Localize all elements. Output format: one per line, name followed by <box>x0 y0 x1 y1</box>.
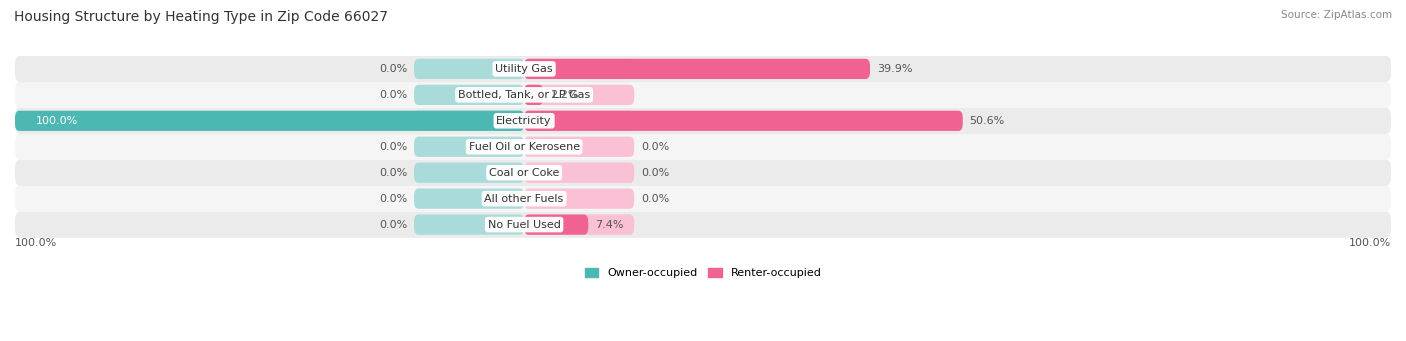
Text: Fuel Oil or Kerosene: Fuel Oil or Kerosene <box>468 142 579 152</box>
FancyBboxPatch shape <box>15 111 524 131</box>
Text: 0.0%: 0.0% <box>378 64 408 74</box>
Text: Source: ZipAtlas.com: Source: ZipAtlas.com <box>1281 10 1392 20</box>
Text: 39.9%: 39.9% <box>877 64 912 74</box>
Text: 100.0%: 100.0% <box>1348 238 1391 248</box>
FancyBboxPatch shape <box>524 111 963 131</box>
FancyBboxPatch shape <box>524 111 634 131</box>
Text: 50.6%: 50.6% <box>970 116 1005 126</box>
FancyBboxPatch shape <box>15 186 1391 212</box>
FancyBboxPatch shape <box>413 137 524 157</box>
Text: 7.4%: 7.4% <box>595 220 624 229</box>
Text: Bottled, Tank, or LP Gas: Bottled, Tank, or LP Gas <box>458 90 591 100</box>
Text: Coal or Coke: Coal or Coke <box>489 168 560 178</box>
Text: 100.0%: 100.0% <box>15 238 58 248</box>
Text: 0.0%: 0.0% <box>378 90 408 100</box>
FancyBboxPatch shape <box>524 137 634 157</box>
FancyBboxPatch shape <box>15 107 1391 134</box>
FancyBboxPatch shape <box>15 134 1391 160</box>
FancyBboxPatch shape <box>524 214 588 235</box>
Text: 100.0%: 100.0% <box>35 116 77 126</box>
Text: 0.0%: 0.0% <box>378 220 408 229</box>
FancyBboxPatch shape <box>524 59 870 79</box>
Text: 0.0%: 0.0% <box>641 194 669 204</box>
Legend: Owner-occupied, Renter-occupied: Owner-occupied, Renter-occupied <box>581 264 825 283</box>
FancyBboxPatch shape <box>524 214 634 235</box>
FancyBboxPatch shape <box>15 56 1391 82</box>
FancyBboxPatch shape <box>413 111 524 131</box>
Text: 0.0%: 0.0% <box>641 142 669 152</box>
Text: 0.0%: 0.0% <box>378 168 408 178</box>
FancyBboxPatch shape <box>413 163 524 183</box>
Text: 0.0%: 0.0% <box>378 194 408 204</box>
FancyBboxPatch shape <box>15 160 1391 186</box>
Text: 2.2%: 2.2% <box>550 90 579 100</box>
Text: Utility Gas: Utility Gas <box>495 64 553 74</box>
Text: No Fuel Used: No Fuel Used <box>488 220 561 229</box>
FancyBboxPatch shape <box>413 59 524 79</box>
Text: 0.0%: 0.0% <box>378 142 408 152</box>
FancyBboxPatch shape <box>524 85 543 105</box>
FancyBboxPatch shape <box>413 85 524 105</box>
Text: Electricity: Electricity <box>496 116 553 126</box>
FancyBboxPatch shape <box>15 81 1391 108</box>
FancyBboxPatch shape <box>15 211 1391 238</box>
Text: 0.0%: 0.0% <box>641 168 669 178</box>
FancyBboxPatch shape <box>413 214 524 235</box>
Text: Housing Structure by Heating Type in Zip Code 66027: Housing Structure by Heating Type in Zip… <box>14 10 388 24</box>
Text: All other Fuels: All other Fuels <box>485 194 564 204</box>
FancyBboxPatch shape <box>524 163 634 183</box>
FancyBboxPatch shape <box>524 189 634 209</box>
FancyBboxPatch shape <box>413 189 524 209</box>
FancyBboxPatch shape <box>524 59 634 79</box>
FancyBboxPatch shape <box>524 85 634 105</box>
